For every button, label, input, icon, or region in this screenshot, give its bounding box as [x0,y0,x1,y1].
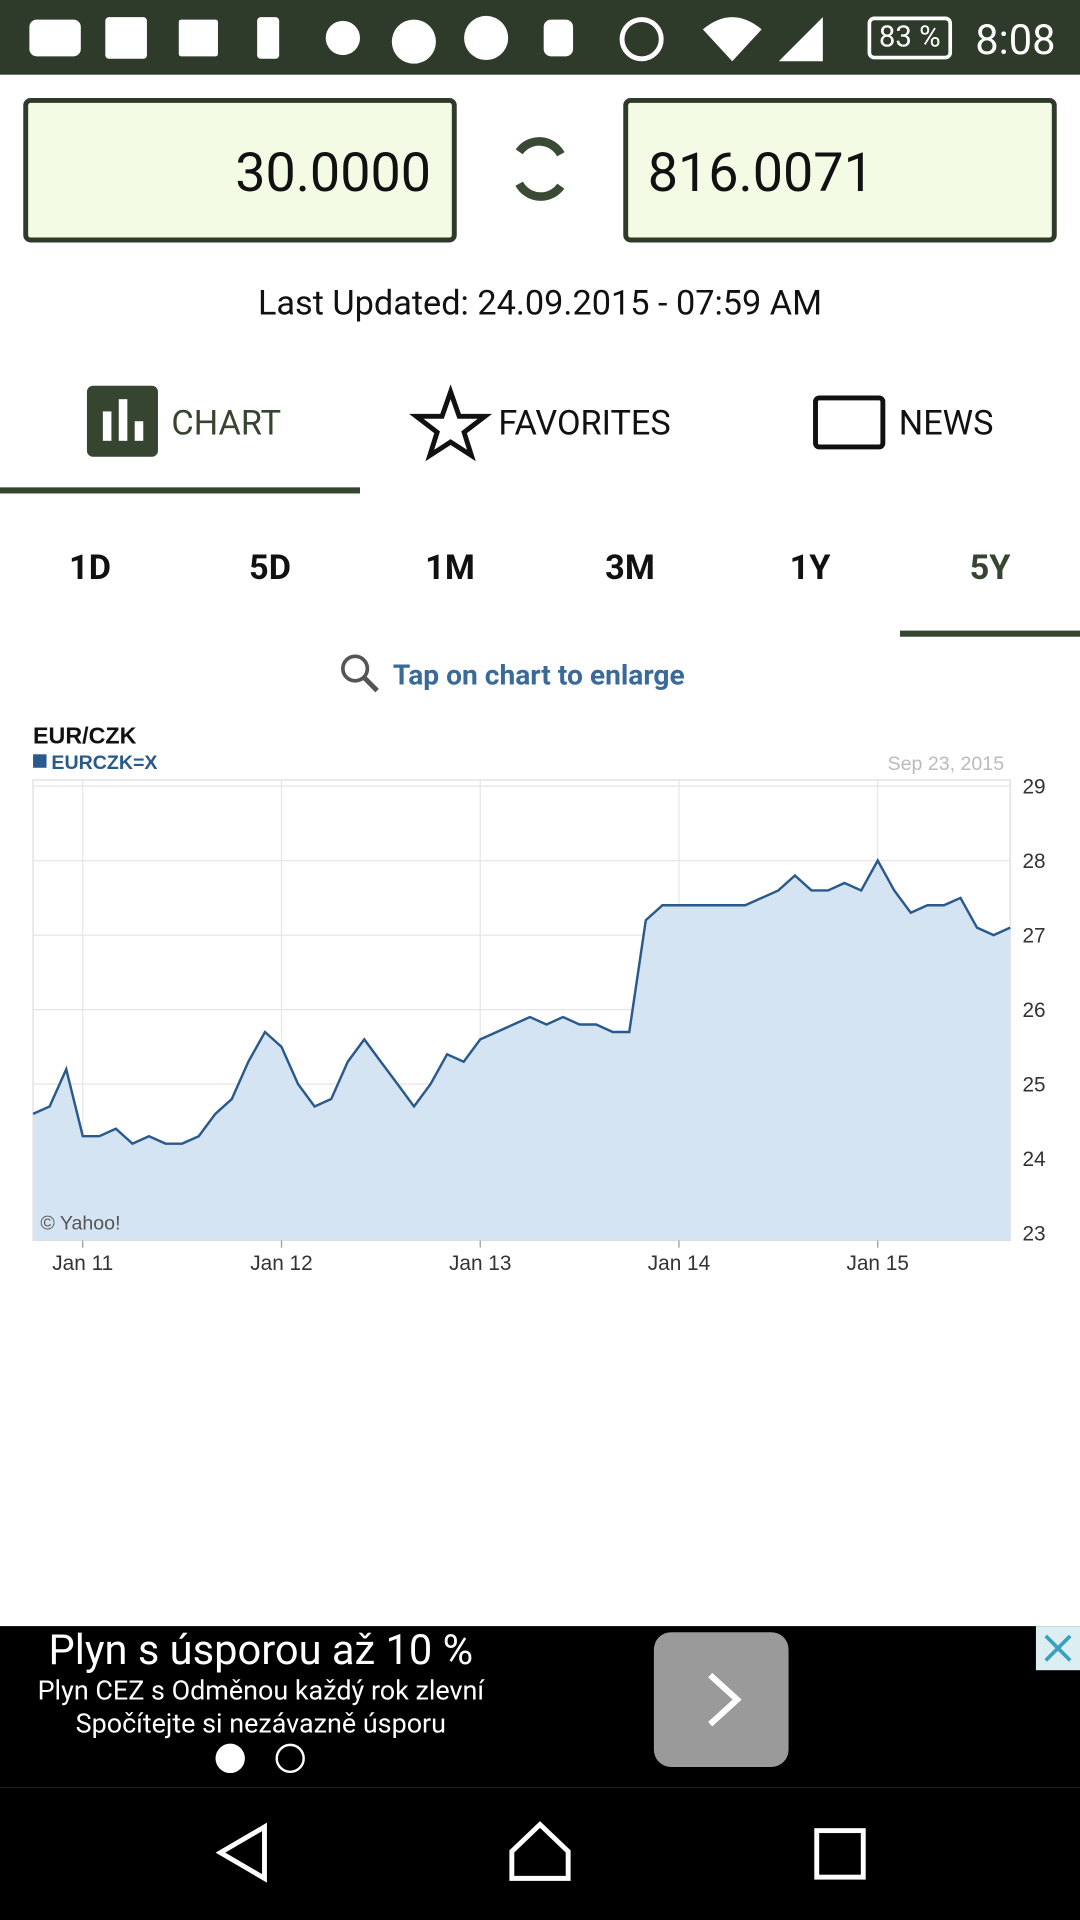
range-tab[interactable]: 3M [605,548,655,588]
y-tick-label: 23 [1022,1222,1045,1245]
x-tick-label: Jan 12 [250,1252,312,1275]
news-icon [813,395,886,450]
ad-arrow [708,1672,742,1727]
last-updated: Last Updated: 24.09.2015 - 07:59 AM [258,284,822,324]
tab[interactable]: NEWS [899,404,994,444]
to-value: 816.0071 [648,142,874,205]
series-line [32,858,1011,1146]
page-dot [215,1743,245,1774]
status-icons [29,15,953,64]
chart-title: EUR/CZK [33,722,137,748]
recents-button[interactable] [814,1828,866,1880]
page-dot [275,1743,305,1774]
range-tab[interactable]: 1Y [790,548,832,588]
ad-headline: Plyn s úsporou až 10 % [48,1626,473,1675]
from-input[interactable] [23,97,457,243]
legend-swatch [33,754,47,768]
range-tab[interactable]: 1D [69,548,111,588]
legend-entry: EURCZK=X [51,752,157,774]
x-tick-label: Jan 13 [449,1252,511,1275]
home-button[interactable] [509,1821,571,1881]
y-tick-label: 28 [1022,850,1045,873]
tab-indicator [0,487,360,494]
y-tick-label: 26 [1022,999,1045,1022]
range-tab[interactable]: 5Y [970,548,1012,588]
magnifier-icon [341,654,370,683]
from-value: 30.0000 [235,142,431,205]
star-icon [409,384,493,462]
credit: © Yahoo! [40,1212,120,1234]
range-indicator [900,630,1080,637]
back-button[interactable] [215,1822,267,1883]
swap-button[interactable] [515,137,565,201]
y-tick-label: 25 [1022,1073,1045,1096]
hint[interactable]: Tap on chart to enlarge [393,658,685,691]
ad-line: Spočítejte si nezávazně úsporu [76,1708,446,1740]
range-tab[interactable]: 5D [249,548,291,588]
ad-line: Plyn CEZ s Odměnou každý rok zlevní [38,1675,486,1707]
tab[interactable]: CHART [171,404,281,444]
range-tab[interactable]: 1M [425,548,475,588]
ad-banner[interactable] [0,1626,1080,1788]
chart-date: Sep 23, 2015 [888,753,1005,775]
x-tick-label: Jan 14 [648,1252,710,1275]
y-tick-label: 24 [1022,1148,1045,1171]
battery: 83 % [879,21,941,55]
to-input[interactable] [623,97,1057,243]
area-fill [33,860,1011,1241]
close-icon [1044,1634,1072,1662]
y-tick-label: 29 [1022,775,1045,798]
ad-button[interactable] [653,1632,789,1767]
nav-bar [0,1787,1080,1920]
clock: 8:08 [975,16,1055,65]
tab[interactable]: FAVORITES [498,404,670,444]
x-tick-label: Jan 11 [52,1252,113,1275]
x-tick-label: Jan 15 [846,1252,908,1275]
y-tick-label: 27 [1022,924,1045,947]
